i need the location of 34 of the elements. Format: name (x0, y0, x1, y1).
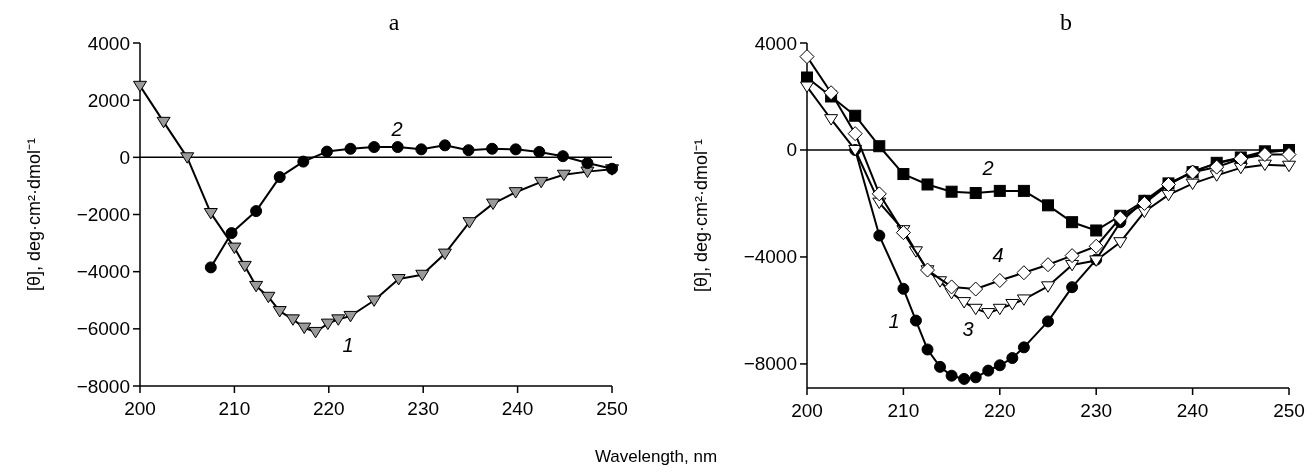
x-tick-label: 210 (887, 400, 920, 421)
annotation: 4 (992, 244, 1004, 266)
annotation: 2 (981, 157, 994, 179)
x-tick-label: 230 (1080, 400, 1113, 421)
y-tick-label: −4000 (76, 261, 130, 283)
x-tick-label: 210 (218, 398, 251, 419)
y-tick-label: −4000 (743, 246, 797, 268)
annotation: 1 (888, 310, 900, 332)
x-axis-title: Wavelength, nm (594, 447, 718, 466)
y-tick-label: 2000 (87, 89, 130, 111)
y-tick-label: 4000 (87, 32, 130, 54)
x-tick-label: 250 (596, 398, 628, 419)
x-tick-label: 220 (983, 400, 1016, 421)
x-tick-label: 220 (312, 398, 345, 419)
y-tick-label: −6000 (76, 318, 130, 340)
annotation: 1 (342, 334, 354, 356)
x-tick-label: 240 (1176, 400, 1209, 421)
y-tick-label: −8000 (76, 375, 130, 397)
chart-title: b (1060, 9, 1072, 35)
y-tick-label: 0 (119, 146, 130, 168)
y-tick-label: −2000 (76, 204, 130, 225)
x-tick-label: 250 (1273, 400, 1305, 421)
x-tick-label: 230 (407, 398, 440, 419)
y-tick-label: −8000 (743, 353, 797, 375)
y-tick-label: 0 (786, 139, 797, 161)
y-axis-title: [θ], deg·cm²·dmol⁻¹ (691, 138, 711, 293)
y-tick-label: 4000 (754, 32, 797, 54)
y-axis-title: [θ], deg·cm²·dmol⁻¹ (24, 137, 44, 292)
annotation: 2 (390, 118, 403, 140)
x-tick-label: 240 (501, 398, 534, 419)
chart-title: a (388, 9, 400, 35)
x-tick-label: 200 (791, 400, 823, 421)
annotation: 3 (962, 318, 974, 340)
x-tick-label: 200 (124, 398, 156, 419)
